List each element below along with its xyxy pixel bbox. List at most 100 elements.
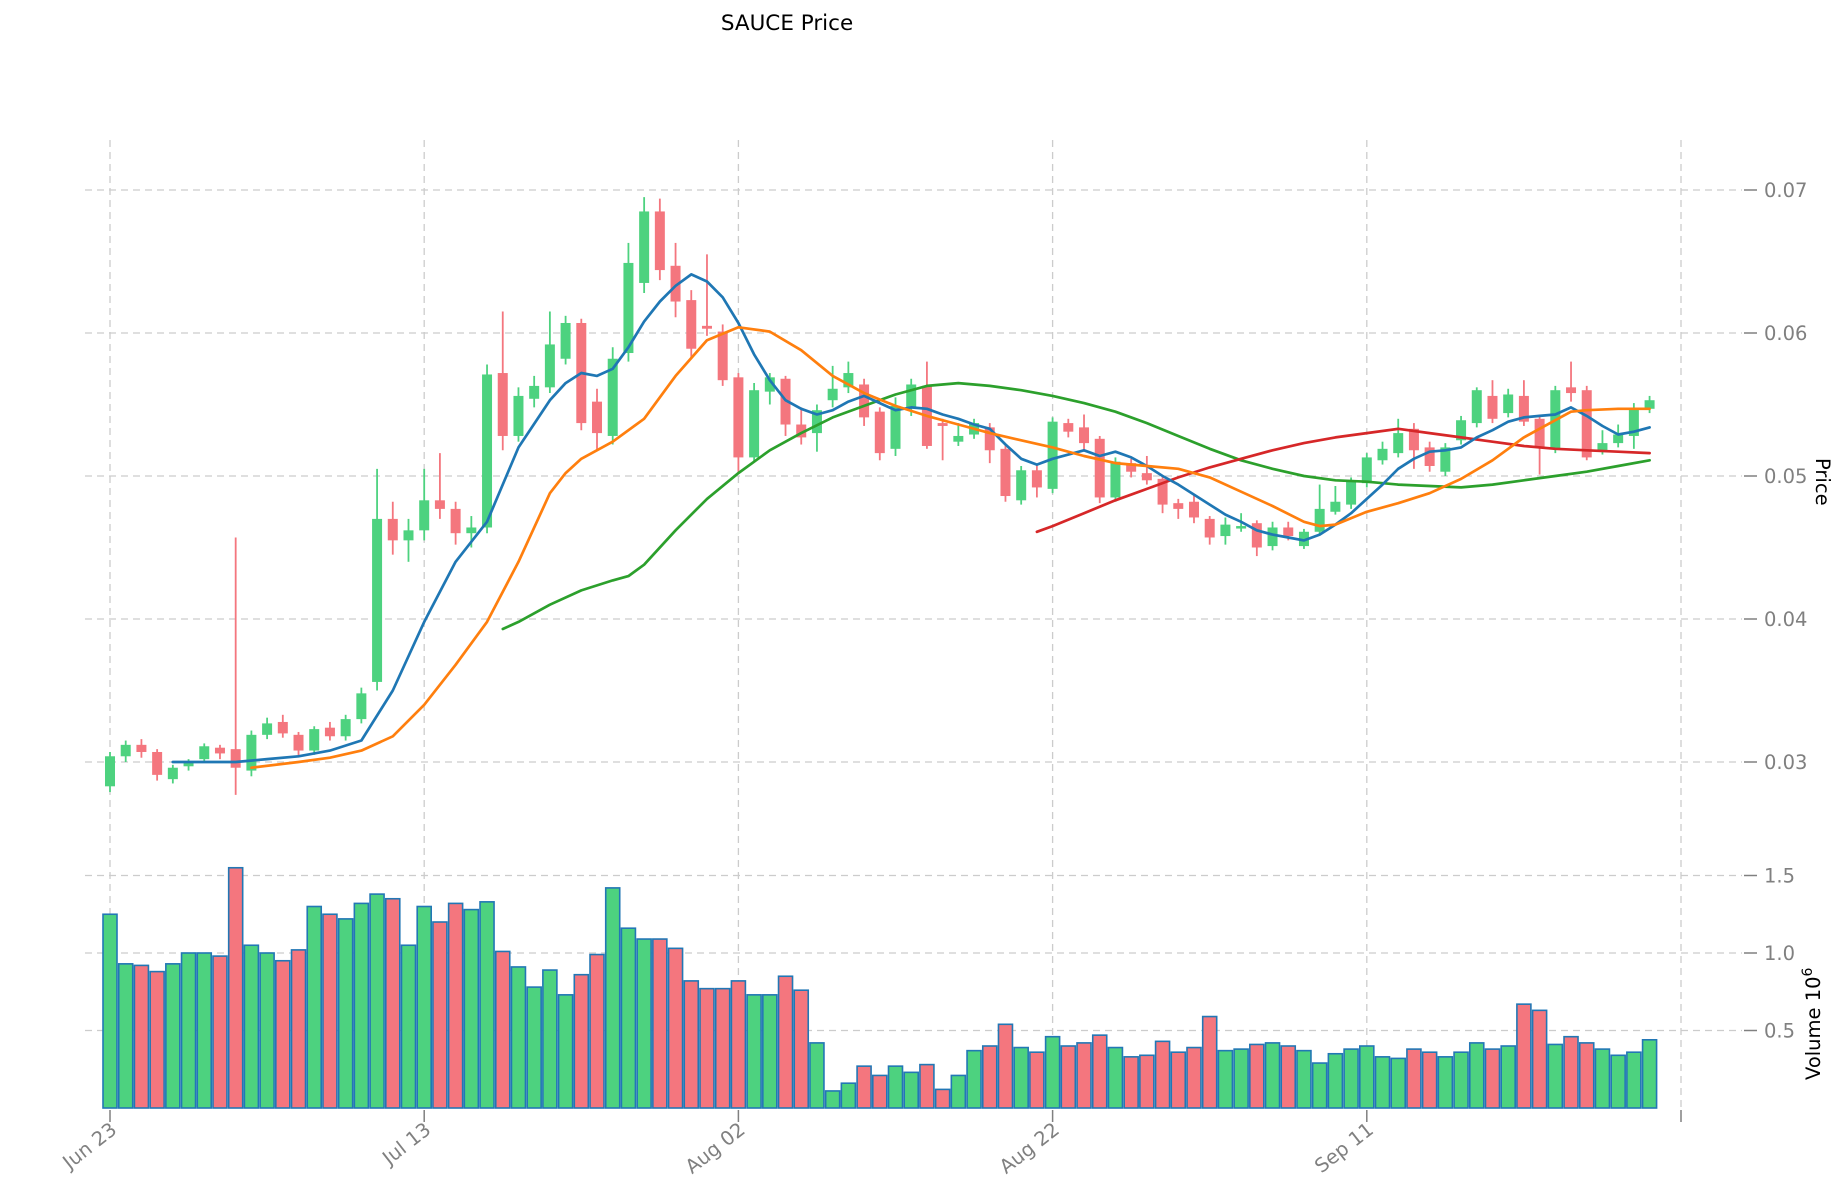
volume-bar xyxy=(950,1074,967,1109)
volume-bar xyxy=(479,901,495,1109)
candle-body xyxy=(1063,423,1074,432)
volume-bar xyxy=(1343,1048,1359,1109)
candle-body xyxy=(1408,428,1419,451)
volume-bar xyxy=(1437,1056,1454,1109)
volume-bar xyxy=(620,927,637,1109)
grid-layer xyxy=(85,140,1742,1108)
volume-bar xyxy=(526,986,542,1109)
candle-body xyxy=(167,767,178,780)
price-tick-label: 0.05 xyxy=(1764,465,1807,488)
candle-body xyxy=(1251,523,1262,548)
volume-bar xyxy=(322,913,338,1109)
volume-bar xyxy=(369,893,385,1109)
ma-mid-orange-line xyxy=(250,325,1651,770)
volume-bar xyxy=(1359,1045,1375,1109)
volume-bar xyxy=(1186,1046,1202,1109)
candle-body xyxy=(419,500,430,531)
volume-bar xyxy=(416,905,433,1109)
volume-bar xyxy=(1091,1034,1108,1109)
volume-bar xyxy=(777,975,794,1109)
candle-body xyxy=(1330,501,1341,512)
volume-bar xyxy=(809,1042,825,1109)
candle-body xyxy=(230,749,241,768)
volume-bar xyxy=(1468,1042,1485,1109)
volume-bar xyxy=(1233,1048,1249,1109)
volume-bar xyxy=(1044,1035,1061,1109)
candle-body xyxy=(450,508,461,534)
volume-bar xyxy=(1547,1043,1564,1109)
candle-body xyxy=(654,211,665,271)
candle-body xyxy=(434,500,445,509)
volume-bar xyxy=(1139,1054,1155,1109)
candle-body xyxy=(639,211,650,283)
candle-body xyxy=(811,410,822,434)
volume-bar xyxy=(180,952,197,1109)
volume-bar xyxy=(1123,1056,1139,1109)
candle-body xyxy=(1173,503,1184,509)
date-tick-label: Aug 02 xyxy=(681,1118,750,1179)
candle-body xyxy=(1267,527,1278,547)
volume-bar xyxy=(903,1071,920,1109)
candle-body xyxy=(1393,433,1404,454)
volume-bar xyxy=(573,973,590,1109)
volume-bar xyxy=(259,952,275,1109)
price-tick-label: 0.07 xyxy=(1764,179,1807,202)
date-tick-label: Jul 13 xyxy=(377,1118,436,1171)
volume-bar xyxy=(447,902,464,1109)
volume-bar xyxy=(840,1082,857,1109)
candle-body xyxy=(1377,448,1388,461)
volume-bar xyxy=(1390,1057,1407,1109)
volume-bar xyxy=(400,944,417,1109)
volume-bar xyxy=(432,921,448,1109)
volume-bar xyxy=(165,963,181,1109)
volume-bar xyxy=(966,1049,982,1109)
volume-bar xyxy=(604,887,621,1109)
candle-body xyxy=(1424,447,1435,466)
volume-axis-label-superscript: 6 xyxy=(1800,967,1816,976)
volume-bar xyxy=(243,944,260,1109)
candle-body xyxy=(1047,421,1058,489)
candle-body xyxy=(874,411,885,454)
price-tick-label: 0.06 xyxy=(1764,322,1807,345)
volume-bar xyxy=(589,953,605,1109)
volume-bar xyxy=(1421,1051,1438,1109)
volume-bar xyxy=(1453,1051,1469,1109)
date-tick-label: Sep 11 xyxy=(1310,1118,1378,1178)
candle-body xyxy=(1283,527,1294,537)
candle-body xyxy=(387,518,398,541)
candle-body xyxy=(1487,395,1498,419)
volume-bar xyxy=(683,980,700,1109)
volume-bar xyxy=(275,959,291,1109)
volume-bar xyxy=(1280,1045,1297,1109)
volume-bar xyxy=(510,966,527,1109)
candle-body xyxy=(1597,443,1608,451)
volume-bar xyxy=(1531,1009,1548,1109)
volume-bar xyxy=(1249,1043,1265,1109)
volume-bar xyxy=(1641,1039,1658,1109)
candle-body xyxy=(120,744,131,757)
volume-bar xyxy=(1626,1051,1642,1109)
volume-bar xyxy=(714,987,731,1109)
volume-bar xyxy=(887,1065,904,1109)
volume-bar xyxy=(353,902,370,1109)
volume-bar xyxy=(212,955,228,1109)
candle-body xyxy=(592,401,603,434)
volume-bar xyxy=(384,897,401,1109)
volume-bar xyxy=(997,1023,1014,1109)
candle-body xyxy=(1518,395,1529,422)
candle-body xyxy=(293,734,304,751)
candle-body xyxy=(356,693,367,720)
candle-body xyxy=(246,734,257,771)
date-tick-label: Aug 22 xyxy=(995,1118,1064,1179)
volume-bar xyxy=(667,947,684,1109)
candle-body xyxy=(497,373,508,436)
volume-bar xyxy=(290,949,307,1109)
candle-body xyxy=(733,377,744,458)
volume-bar xyxy=(1107,1046,1124,1109)
candle-body xyxy=(1440,447,1451,472)
candle-body xyxy=(1581,390,1592,458)
candle-body xyxy=(1503,394,1514,414)
volume-bar xyxy=(1296,1049,1312,1109)
volume-bar xyxy=(1484,1048,1501,1109)
volume-bar xyxy=(636,938,652,1109)
